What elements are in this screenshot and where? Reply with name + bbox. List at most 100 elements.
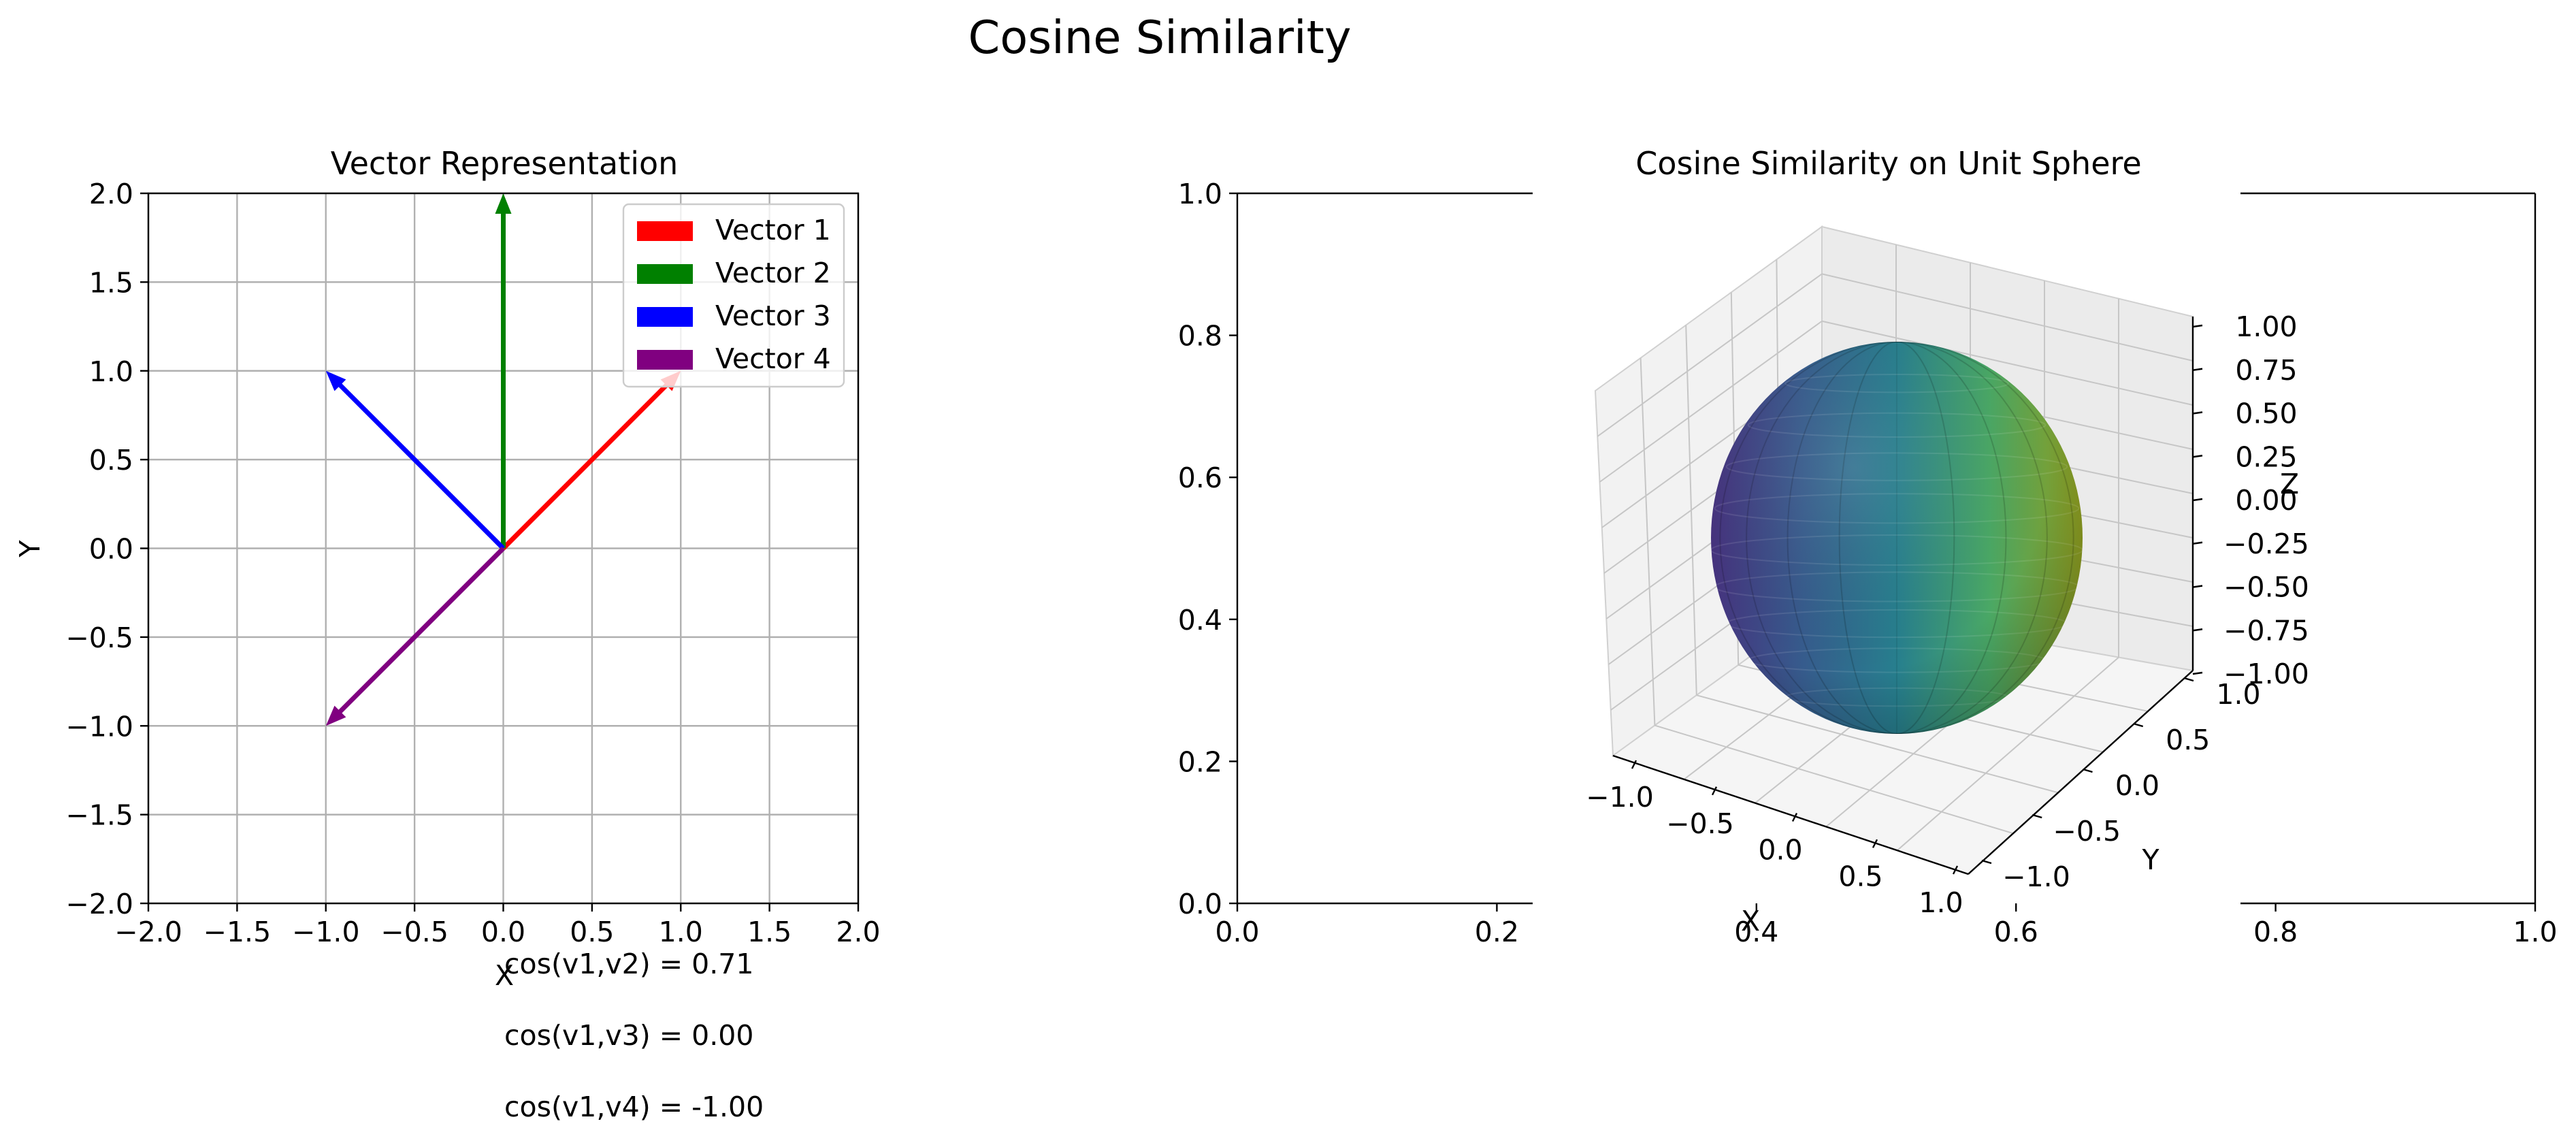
z3d-tick-mark [2192,671,2203,675]
left-wall-grid-line [1599,320,1823,483]
x-tick-label: −1.0 [292,916,360,948]
x-tick-label: 0.5 [570,916,614,948]
y-tick-label: −0.5 [65,622,133,654]
z3d-tick-label: 0.75 [2235,354,2297,387]
annotation-cos-v1-v2: cos(v1,v2) = 0.71 [504,948,753,980]
z3d-tick-label: 0.00 [2235,484,2297,517]
z3d-tick-label: 1.00 [2235,310,2297,343]
z-axis-label-3d: Z [2280,468,2299,500]
legend-label-1: Vector 1 [715,214,831,246]
x3d-tick-mark [1952,865,1959,875]
y3d-tick-label: −1.0 [2002,860,2070,893]
z3d-tick-mark [2192,455,2203,458]
vector-plot-title: Vector Representation [331,145,679,182]
cosine-annotations: cos(v1,v2) = 0.71 cos(v1,v3) = 0.00 cos(… [504,948,764,1123]
x3d-tick-label: −1.0 [1586,781,1654,814]
z3d-tick-mark [2192,411,2203,415]
bg-x-tick-label: 0.2 [1475,916,1519,948]
x-tick-label: 0.0 [481,916,525,948]
y-tick-label: 0.5 [89,444,133,477]
3d-panes [1594,225,2195,875]
y3d-tick-label: −0.5 [2053,815,2121,848]
annotation-cos-v1-v3: cos(v1,v3) = 0.00 [504,1019,753,1052]
y-tick-label: 1.0 [89,355,133,388]
legend-swatch-3 [637,307,693,327]
z3d-tick-mark [2192,628,2203,632]
back-wall-grid-line [1821,273,2194,361]
x-axis-label-3d: X [1741,905,1760,937]
bg-y-tick-label: 1.0 [1178,178,1222,210]
y-tick-label: −1.0 [65,710,133,743]
legend-swatch-1 [637,221,693,241]
x-tick-label: −1.5 [203,916,272,948]
back-wall-grid-line [1821,320,2194,406]
x3d-tick-mark [1791,812,1798,822]
3d-axis-ticks: −1.0−0.50.00.51.0−1.0−0.50.00.51.0−1.00−… [1586,310,2309,919]
x3d-tick-mark [1711,786,1718,796]
z3d-tick-mark [2192,368,2203,371]
y3d-tick-mark [1981,859,1992,865]
y3d-tick-mark [2032,814,2042,819]
x-axis-label: X [495,959,514,992]
legend-label-2: Vector 2 [715,257,831,289]
x3d-tick-label: 0.0 [1758,834,1802,867]
y3d-tick-label: 0.0 [2115,769,2159,802]
bg-x-tick-label: 0.8 [2253,916,2298,948]
vector-arrow-4 [325,547,505,726]
vector-plot: Vector Representation −2.0 −1.5 −1.0 −0.5 0.… [14,145,881,1123]
y3d-tick-mark [2083,768,2093,773]
y-axis-line-3d [1968,670,2194,875]
y-tick-label: −1.5 [65,799,133,832]
bg-y-tick-label: 0.8 [1178,320,1222,353]
x-tick-label: 1.5 [747,916,792,948]
bg-x-tick-label: 0.4 [1734,916,1778,948]
z3d-tick-label: −0.75 [2223,614,2309,647]
bg-y-tick-label: 0.4 [1178,604,1222,637]
floor-grid-line [1896,656,2119,851]
floor-grid-line [1696,694,2059,794]
sphere-plot: Cosine Similarity on Unit Sphere 0.0 0.2 0… [1178,145,2558,948]
bg-x-tick-label: 0.6 [1994,916,2038,948]
bg-y-tick-label: 0.6 [1178,462,1222,494]
bg-y-tick-label: 0.0 [1178,888,1222,920]
floor-grid-line [1654,724,2014,835]
background-axes-ticks: 0.0 0.2 0.4 0.6 0.8 1.0 0.0 0.2 0.4 0.6 0.8 1.0 [1178,178,2558,948]
z3d-tick-mark [2192,324,2203,328]
legend: Vector 1 Vector 2 Vector 3 Vector 4 [622,203,845,388]
legend-label-3: Vector 3 [715,300,831,332]
unit-sphere-surface [1711,342,2083,734]
z3d-tick-label: 0.50 [2235,398,2297,430]
sphere-shading [1711,342,2083,734]
z3d-tick-label: −1.00 [2223,658,2309,690]
figure-title: Cosine Similarity [968,11,1351,64]
z3d-tick-label: −0.25 [2223,528,2309,560]
sphere-plot-title: Cosine Similarity on Unit Sphere [1635,145,2141,182]
y3d-tick-label: 0.5 [2166,724,2210,756]
vector-arrows [325,193,681,726]
legend-frame [622,203,845,388]
bg-x-tick-label: 1.0 [2513,916,2557,948]
x3d-tick-mark [1872,839,1878,848]
x-tick-label: 2.0 [836,916,880,948]
x-axis-ticks: −2.0 −1.5 −1.0 −0.5 0.0 0.5 1.0 1.5 2.0 [114,903,881,948]
y-tick-label: 0.0 [89,533,133,566]
x-tick-label: −0.5 [380,916,449,948]
legend-label-4: Vector 4 [715,342,831,375]
vector-arrow-2 [495,193,512,549]
x-axis-line-3d [1612,754,1969,875]
bg-y-tick-label: 0.2 [1178,745,1222,778]
x-tick-label: −2.0 [114,916,182,948]
z3d-tick-label: −0.50 [2223,571,2309,604]
z3d-tick-label: 0.25 [2235,440,2297,473]
x3d-tick-mark [1631,760,1637,769]
y3d-tick-mark [2183,677,2194,682]
z3d-tick-mark [2192,498,2203,502]
y-tick-label: 1.5 [89,266,133,299]
vector-arrow-3 [325,370,505,550]
y-axis-label: Y [14,540,46,558]
background-axes-frame [1236,192,2537,905]
legend-swatch-4 [637,350,693,370]
x3d-tick-label: 1.0 [1919,886,1963,919]
y3d-tick-label: 1.0 [2216,678,2260,711]
